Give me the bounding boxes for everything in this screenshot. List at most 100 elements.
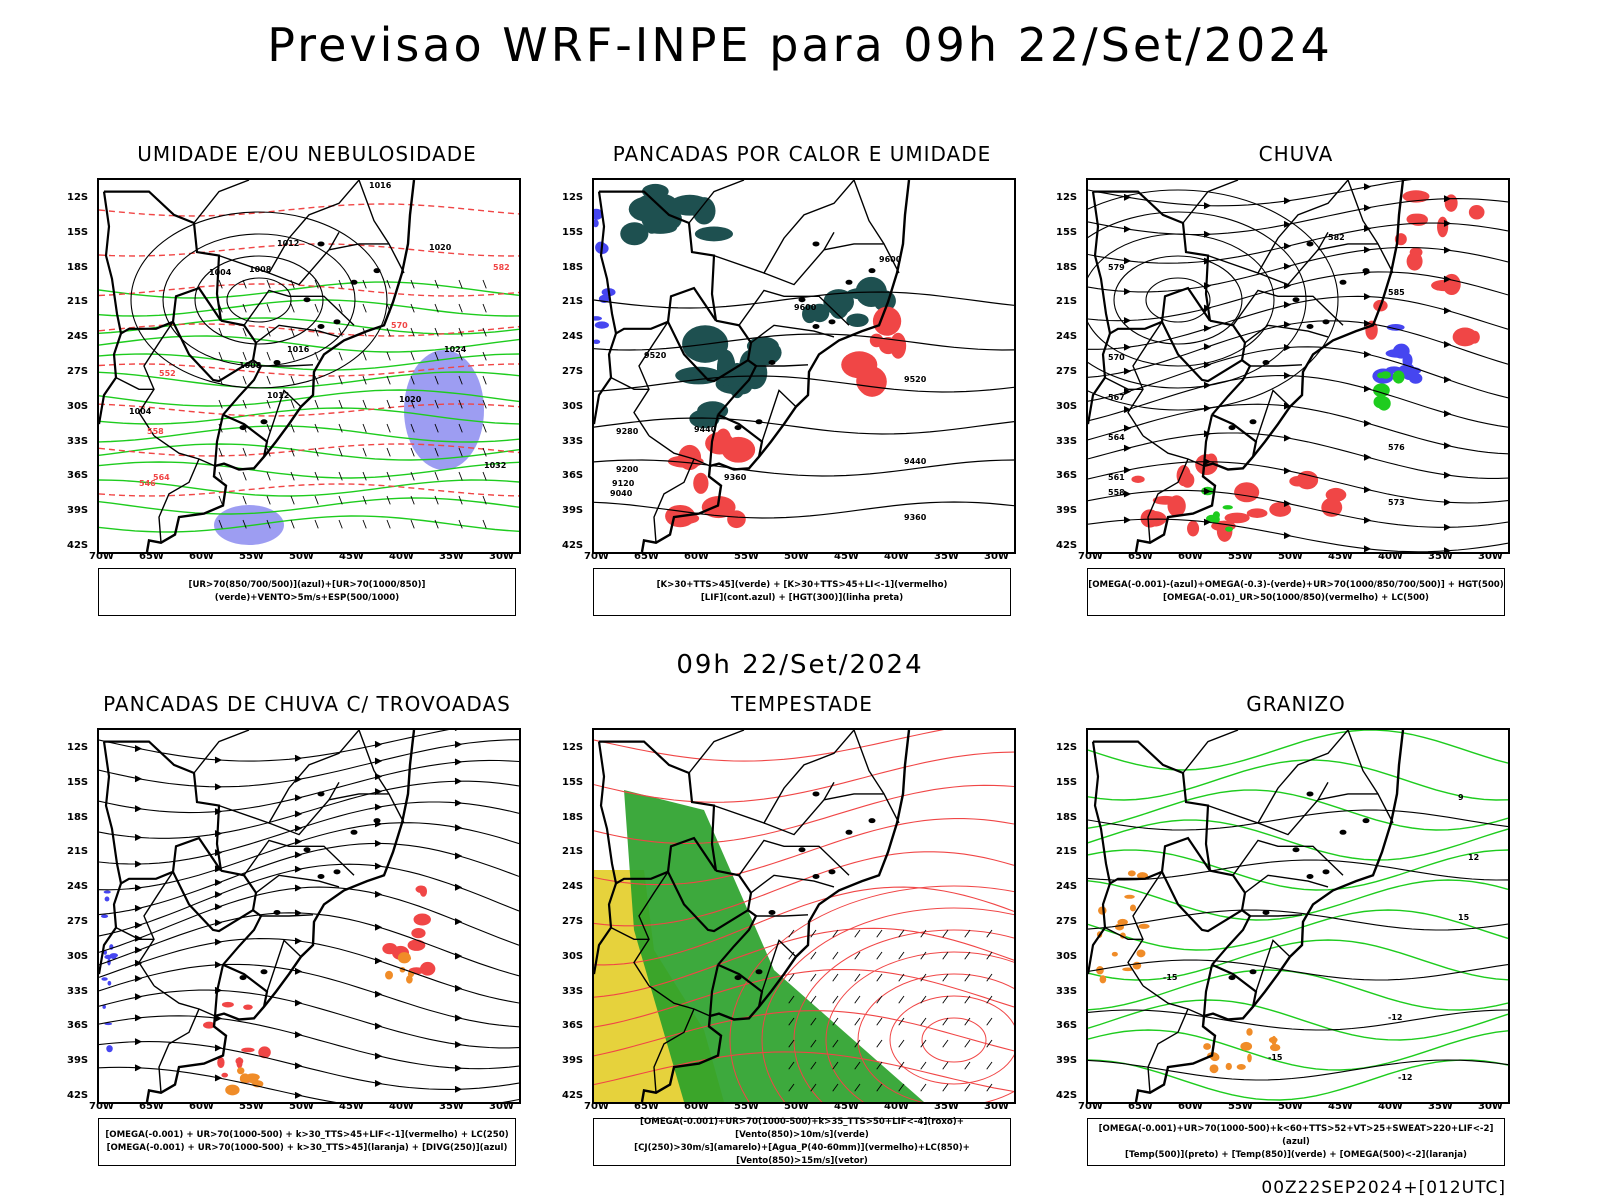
lon-tick-label: 30W [984, 551, 1009, 562]
stream-arrow [1443, 547, 1452, 552]
lat-tick-label: 12S [1056, 192, 1078, 203]
state-border [1127, 871, 1163, 987]
stream-arrow [1203, 381, 1212, 389]
streamline [99, 886, 519, 953]
wind-vector [434, 327, 439, 337]
wind-vector [434, 519, 439, 529]
omega-green-area [1392, 370, 1405, 384]
thickness-red-contour [99, 203, 519, 217]
lon-tick-label: 45W [339, 551, 364, 562]
contour-label: 579 [1108, 263, 1125, 272]
lake-blob [734, 975, 742, 981]
wind-vector [942, 1017, 949, 1026]
instability-red-area [667, 455, 704, 468]
lake-blob [1292, 847, 1300, 853]
panel-title-4: PANCADAS DE CHUVA C/ TROVOADAS [103, 692, 511, 716]
rain-red-area [1296, 470, 1319, 490]
lat-tick-label: 39S [1056, 1055, 1078, 1067]
wind-vector [410, 447, 415, 457]
humidity-green-contour [99, 371, 519, 389]
legend-box-4: [OMEGA(-0.001) + UR>70(1000-500) + k>30_… [98, 1118, 516, 1166]
temp850-green-contour [1088, 879, 1508, 921]
wind-vector [266, 495, 271, 505]
rain-red-area [1167, 495, 1186, 517]
contour-label: 564 [153, 473, 170, 482]
state-border [261, 364, 314, 367]
stream-arrow [1123, 466, 1132, 474]
stream-arrow [214, 783, 223, 791]
omega-orange-contour [1246, 1028, 1253, 1036]
lon-tick-label: 30W [1478, 551, 1503, 562]
wind-vector [338, 375, 343, 385]
pw-red-streamline [594, 1051, 1014, 1093]
lon-tick-label: 40W [884, 551, 909, 562]
wind-vector [458, 327, 463, 337]
lake-blob [273, 360, 281, 366]
wind-vector [482, 423, 487, 433]
country-border [104, 190, 223, 321]
rain-red-area [1224, 512, 1250, 524]
thunder-red-area [419, 961, 436, 976]
omega-orange-contour [1240, 1041, 1253, 1051]
country-border [708, 414, 720, 467]
wind-vector [434, 495, 439, 505]
contour-label: 9600 [794, 303, 817, 312]
state-border [1142, 435, 1205, 467]
stream-arrow [134, 805, 143, 813]
wind-vector [434, 303, 439, 313]
lat-tick-label: 42S [562, 540, 584, 551]
lon-tick-label: 35W [934, 551, 959, 562]
wind-vector [410, 327, 415, 337]
omega-green-area [1222, 505, 1233, 510]
pw-red-streamline [594, 927, 1014, 998]
lake-blob [273, 910, 281, 916]
wind-vector [920, 1039, 927, 1048]
convection-green-area [694, 226, 734, 242]
stream-arrow [1203, 304, 1212, 312]
pw-red-streamline [594, 1010, 1014, 1057]
lake-blob [333, 869, 341, 875]
state-border [218, 730, 360, 824]
wind-vector [964, 951, 971, 960]
hgt300-contour [594, 459, 1014, 477]
state-border [750, 324, 835, 344]
stream-arrow [454, 777, 463, 785]
lat-tick-label: 33S [562, 435, 584, 447]
lat-tick-label: 18S [562, 811, 584, 823]
lake-blob [303, 297, 311, 303]
lat-tick-label: 12S [67, 742, 89, 753]
lake-blob [1249, 419, 1257, 425]
stream-arrow [1283, 197, 1292, 205]
wind-vector [242, 519, 247, 529]
stream-arrow [214, 879, 223, 887]
contour-label: 1020 [429, 243, 452, 252]
state-border [153, 435, 216, 467]
lon-tick-label: 65W [139, 1101, 164, 1112]
lat-tick-label: 21S [1056, 296, 1078, 308]
hgt300-contour [594, 375, 1014, 393]
lon-tick-label: 40W [884, 1101, 909, 1112]
stream-arrow [454, 799, 463, 807]
state-border [750, 874, 835, 894]
wind-vector [898, 951, 905, 960]
omega-orange-contour [1127, 870, 1136, 877]
country-border [717, 963, 764, 1007]
thunder-red-area [417, 914, 430, 923]
state-border [761, 389, 797, 442]
legend-line: [LIF](cont.azul) + [HGT(300)](linha pret… [700, 593, 904, 603]
stream-arrow [1363, 516, 1372, 524]
legend-line: [OMEGA(-0.001)+UR>70(1000-500)+k<60+TTS>… [1098, 1123, 1494, 1147]
contour-label: 9040 [610, 489, 633, 498]
wind-vector [876, 973, 883, 982]
wind-vector [986, 929, 993, 938]
stream-arrow [294, 937, 303, 945]
lake-blob [317, 241, 325, 247]
streamline [1088, 271, 1508, 322]
stream-arrow [454, 1064, 463, 1072]
streamline [99, 759, 519, 814]
lat-tick-label: 27S [1056, 366, 1078, 377]
wind-vector [964, 1017, 971, 1026]
country-border [717, 359, 758, 416]
lat-tick-label: 12S [1056, 742, 1078, 753]
wind-vector [788, 1039, 795, 1048]
